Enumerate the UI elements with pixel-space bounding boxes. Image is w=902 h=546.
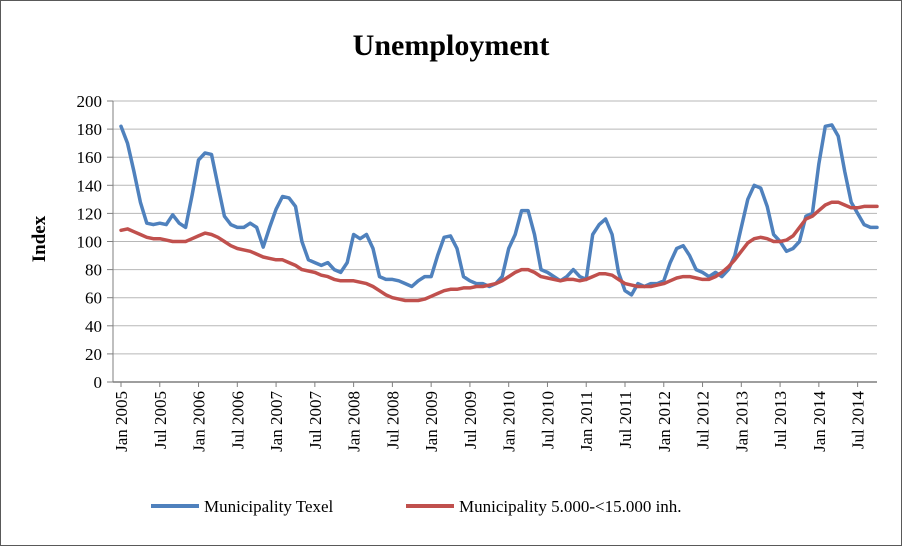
y-tick-label: 40: [85, 317, 102, 336]
x-tick-label: Jan 2013: [732, 391, 751, 452]
legend-label-small-municipality: Municipality 5.000-<15.000 inh.: [459, 497, 682, 516]
legend: Municipality Texel Municipality 5.000-<1…: [151, 497, 682, 516]
y-tick-label: 60: [85, 289, 102, 308]
x-tick-label: Jul 2013: [771, 391, 790, 449]
x-tick-label: Jul 2014: [849, 391, 868, 450]
y-tick-label: 200: [77, 92, 103, 111]
y-tick-label: 120: [77, 204, 103, 223]
x-tick-label: Jan 2005: [112, 391, 131, 452]
x-tick-label: Jul 2009: [461, 391, 480, 449]
series-lines: [119, 123, 879, 303]
y-axis-tick-labels: 0 20 40 60 80 100 120 140 160 180 200: [77, 92, 103, 392]
y-axis-title: Index: [29, 215, 50, 262]
x-tick-label: Jan 2014: [810, 391, 829, 452]
x-tick-label: Jan 2012: [655, 391, 674, 452]
y-tick-label: 20: [85, 345, 102, 364]
y-tick-label: 80: [85, 261, 102, 280]
y-tick-label: 0: [94, 373, 103, 392]
axes: [112, 101, 877, 387]
x-axis-tick-labels: Jan 2005 Jul 2005 Jan 2006 Jul 2006 Jan 2007…: [112, 391, 868, 452]
series-line-0: [119, 123, 879, 297]
x-tick-label: Jan 2008: [345, 391, 364, 452]
x-tick-label: Jan 2009: [422, 391, 441, 452]
x-tick-label: Jan 2011: [577, 391, 596, 451]
x-tick-label: Jul 2006: [228, 391, 247, 449]
x-tick-label: Jul 2012: [694, 391, 713, 449]
y-tick-label: 160: [77, 148, 103, 167]
series-line-1: [119, 200, 879, 303]
x-tick-label: Jan 2010: [500, 391, 519, 452]
x-tick-label: Jul 2008: [383, 391, 402, 449]
x-tick-label: Jul 2011: [616, 391, 635, 448]
x-tick-label: Jan 2007: [267, 391, 286, 452]
x-tick-label: Jul 2010: [538, 391, 557, 449]
y-tick-label: 180: [77, 120, 103, 139]
chart-title: Unemployment: [353, 29, 550, 62]
x-tick-label: Jul 2007: [306, 391, 325, 450]
x-tick-label: Jan 2006: [190, 391, 209, 452]
y-tick-label: 140: [77, 176, 103, 195]
x-tick-label: Jul 2005: [151, 391, 170, 449]
y-tick-label: 100: [77, 233, 103, 252]
legend-label-texel: Municipality Texel: [204, 497, 334, 516]
